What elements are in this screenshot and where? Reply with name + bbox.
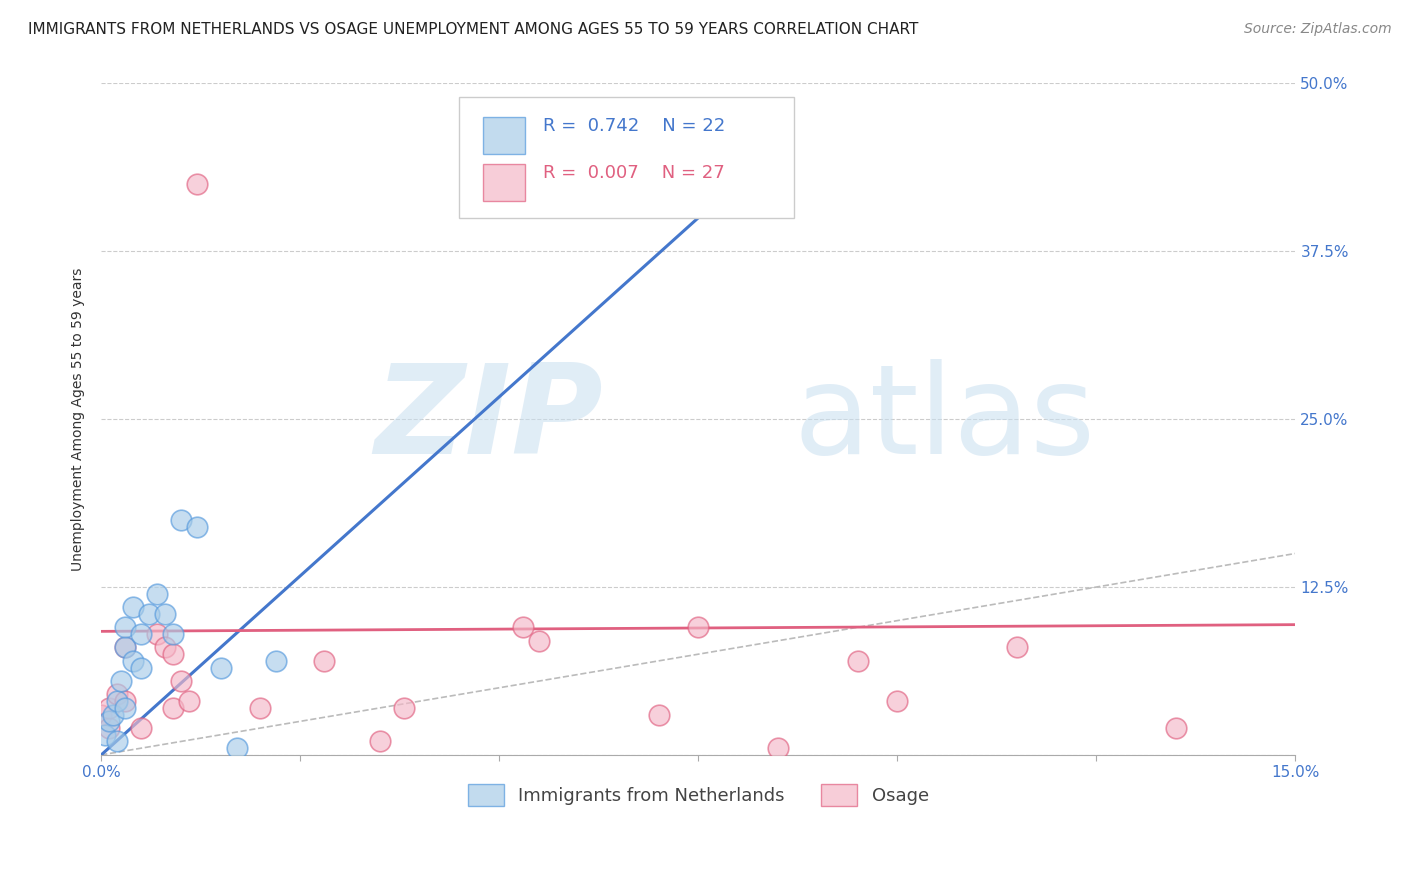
Point	[886, 694, 908, 708]
Point	[162, 701, 184, 715]
Point	[146, 627, 169, 641]
Point	[138, 607, 160, 621]
Point	[122, 600, 145, 615]
Point	[146, 587, 169, 601]
Point	[101, 707, 124, 722]
Y-axis label: Unemployment Among Ages 55 to 59 years: Unemployment Among Ages 55 to 59 years	[72, 268, 86, 571]
FancyBboxPatch shape	[484, 164, 526, 201]
Point	[392, 701, 415, 715]
Point	[114, 640, 136, 655]
Text: Source: ZipAtlas.com: Source: ZipAtlas.com	[1244, 22, 1392, 37]
Point	[129, 627, 152, 641]
Point	[766, 741, 789, 756]
Point	[153, 607, 176, 621]
Point	[186, 519, 208, 533]
Point	[368, 734, 391, 748]
Point	[114, 620, 136, 634]
Point	[129, 660, 152, 674]
Point	[186, 177, 208, 191]
Point	[153, 640, 176, 655]
Point	[249, 701, 271, 715]
Point	[114, 701, 136, 715]
Point	[105, 694, 128, 708]
Point	[225, 741, 247, 756]
Point	[110, 674, 132, 689]
Text: atlas: atlas	[794, 359, 1097, 480]
Text: R =  0.742    N = 22: R = 0.742 N = 22	[543, 117, 725, 135]
FancyBboxPatch shape	[460, 97, 794, 218]
FancyBboxPatch shape	[484, 117, 526, 154]
Point	[105, 734, 128, 748]
Point	[314, 654, 336, 668]
Point	[105, 688, 128, 702]
Point	[177, 694, 200, 708]
Text: R =  0.007    N = 27: R = 0.007 N = 27	[543, 164, 725, 182]
Point	[98, 714, 121, 729]
Legend: Immigrants from Netherlands, Osage: Immigrants from Netherlands, Osage	[461, 777, 936, 813]
Point	[114, 640, 136, 655]
Point	[170, 674, 193, 689]
Point	[266, 654, 288, 668]
Point	[647, 707, 669, 722]
Point	[846, 654, 869, 668]
Point	[90, 707, 112, 722]
Point	[94, 728, 117, 742]
Point	[98, 721, 121, 735]
Point	[1005, 640, 1028, 655]
Point	[162, 647, 184, 661]
Point	[170, 513, 193, 527]
Point	[114, 694, 136, 708]
Point	[512, 620, 534, 634]
Point	[209, 660, 232, 674]
Point	[688, 620, 710, 634]
Point	[527, 633, 550, 648]
Text: IMMIGRANTS FROM NETHERLANDS VS OSAGE UNEMPLOYMENT AMONG AGES 55 TO 59 YEARS CORR: IMMIGRANTS FROM NETHERLANDS VS OSAGE UNE…	[28, 22, 918, 37]
Point	[162, 627, 184, 641]
Point	[1164, 721, 1187, 735]
Point	[129, 721, 152, 735]
Point	[122, 654, 145, 668]
Point	[98, 701, 121, 715]
Text: ZIP: ZIP	[374, 359, 603, 480]
